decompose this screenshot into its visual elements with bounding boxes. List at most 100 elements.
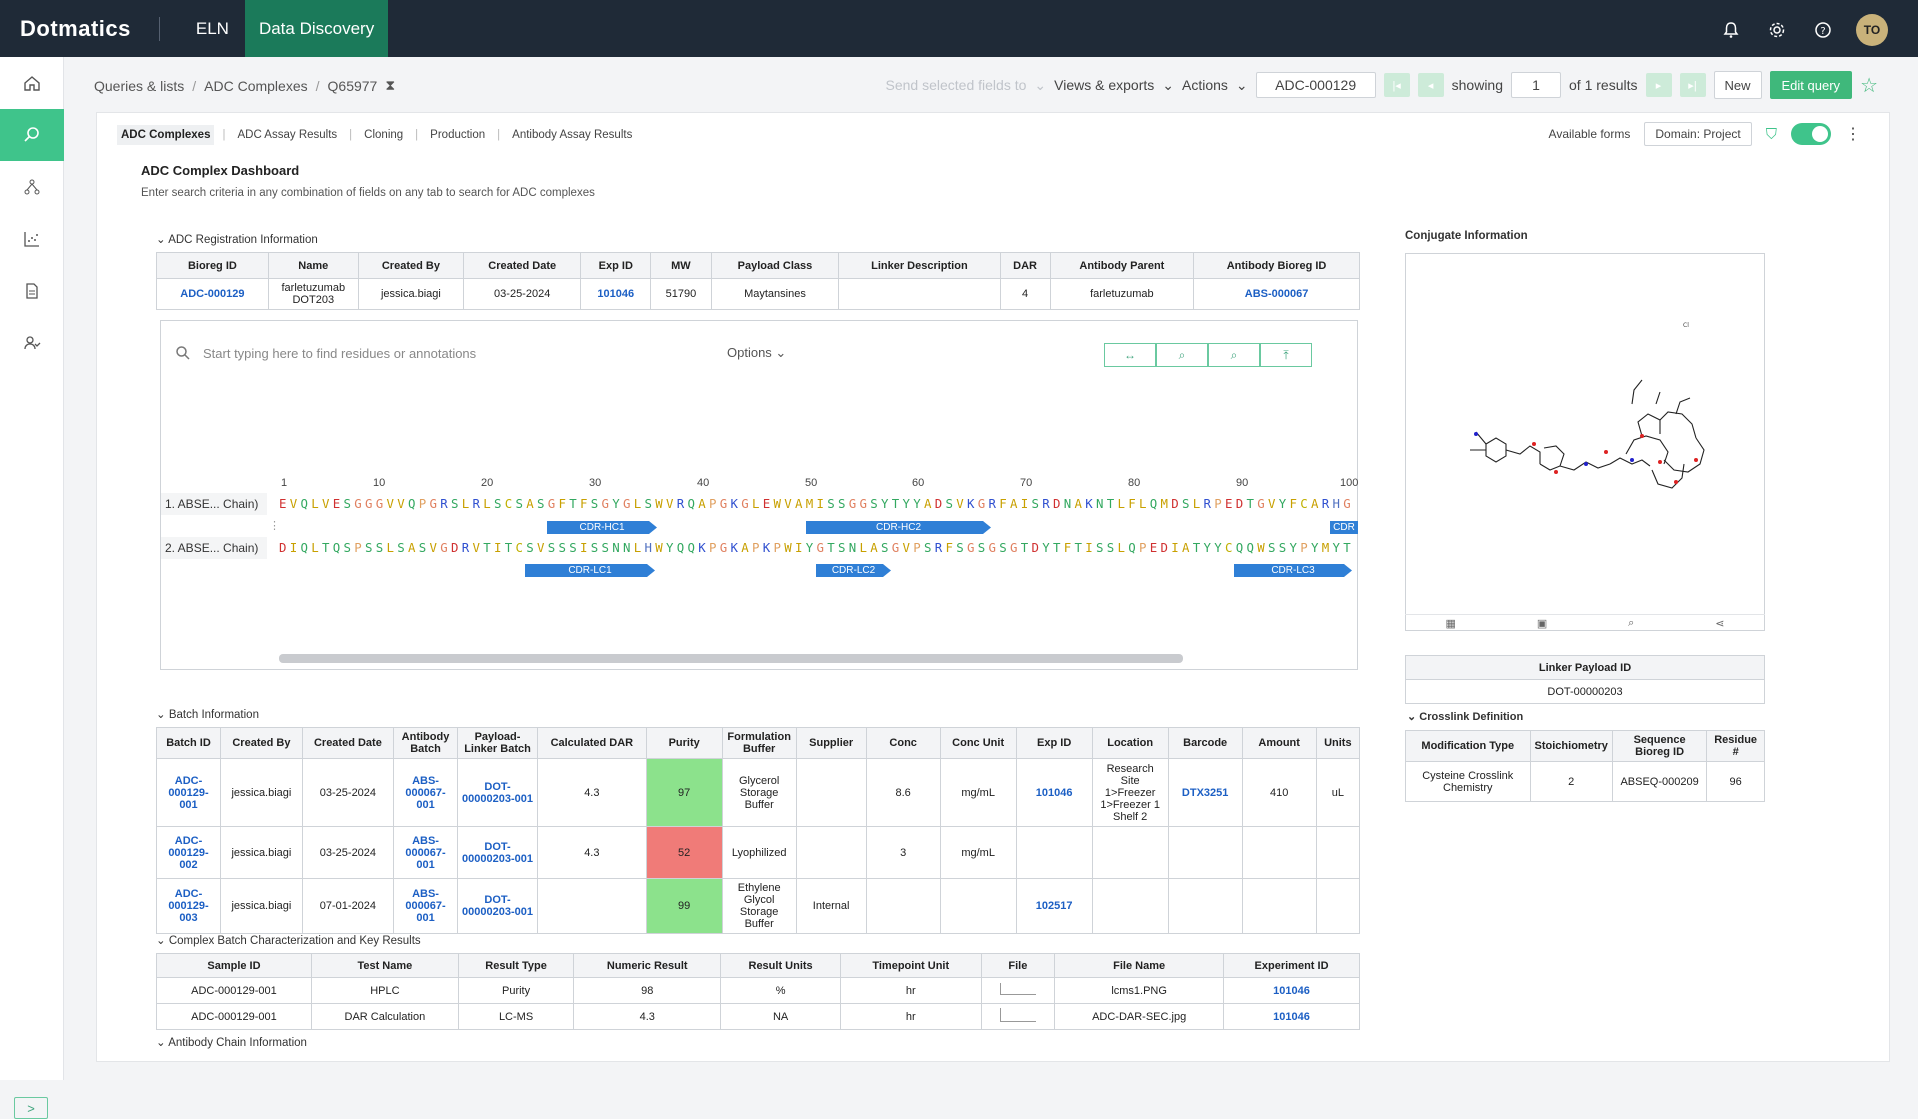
table-row: ADC-000129-001 jessica.biagi 03-25-2024 … (156, 758, 1361, 827)
home-icon[interactable] (0, 57, 64, 109)
search-icon[interactable] (0, 109, 64, 161)
antibody-batch-link[interactable]: ABS-000067-001 (393, 878, 459, 934)
chart-icon[interactable] (0, 213, 64, 265)
annotation-cdr-hc1[interactable]: CDR-HC1 (547, 521, 657, 534)
options-menu[interactable]: Options ⌄ (727, 345, 787, 360)
payload-batch-link[interactable]: DOT-00000203-001 (457, 826, 539, 879)
breadcrumb-queries[interactable]: Queries & lists (94, 77, 185, 94)
users-icon[interactable] (0, 317, 64, 369)
more-options-icon[interactable]: ⋮ (1845, 126, 1861, 143)
ruler-tick: 1 (281, 477, 288, 489)
sub-toolbar: Queries & lists / ADC Complexes / Q65977… (64, 57, 1918, 115)
help-icon[interactable]: ? (1810, 17, 1836, 43)
experiment-id-link[interactable]: 101046 (1223, 1003, 1360, 1030)
breadcrumb-adc-complexes[interactable]: ADC Complexes (204, 77, 308, 94)
domain-button[interactable]: Domain: Project (1644, 122, 1752, 146)
edit-query-button[interactable]: Edit query (1769, 71, 1853, 99)
form-toggle[interactable] (1791, 123, 1831, 145)
page-input[interactable]: 1 (1511, 72, 1562, 98)
zoom-in-icon[interactable]: ⌕ (1156, 343, 1208, 367)
file-thumbnail[interactable] (980, 977, 1056, 1004)
record-id-field[interactable]: ADC-000129 (1255, 72, 1376, 98)
user-avatar[interactable]: TO (1856, 14, 1888, 46)
export-icon[interactable]: ⤒ (1260, 343, 1312, 367)
antibody-batch-link[interactable]: ABS-000067-001 (393, 758, 459, 827)
filter-icon[interactable]: ⛉ (1765, 125, 1777, 143)
bioreg-id-link[interactable]: ADC-000129 (156, 278, 269, 310)
prev-record-icon[interactable]: ◂ (1417, 73, 1444, 97)
annotation-cdr-hc2[interactable]: CDR-HC2 (806, 521, 991, 534)
sequence-search-input[interactable]: Start typing here to find residues or an… (203, 345, 477, 361)
annotation-cdr-lc2[interactable]: CDR-LC2 (816, 564, 891, 577)
batch-heading[interactable]: ⌄ Batch Information (156, 709, 259, 721)
antibody-chain-heading[interactable]: ⌄ Antibody Chain Information (156, 1037, 307, 1049)
new-button[interactable]: New (1713, 71, 1762, 99)
zoom-icon[interactable]: ⌕ (1628, 617, 1635, 629)
batch-id-link[interactable]: ADC-000129-002 (156, 826, 221, 879)
exp-id-link[interactable]: 102517 (1015, 878, 1093, 934)
molecule-icon[interactable] (0, 161, 64, 213)
tab-cloning[interactable]: Cloning (364, 129, 404, 141)
antibody-batch-link[interactable]: ABS-000067-001 (393, 826, 459, 879)
last-record-icon[interactable]: ▸| (1679, 73, 1706, 97)
tab-adc-assay-results[interactable]: ADC Assay Results (237, 129, 338, 141)
ruler-tick: 50 (805, 477, 818, 489)
star-icon[interactable]: ☆ (1860, 74, 1878, 97)
nav-data-discovery[interactable]: Data Discovery (244, 0, 389, 57)
available-forms-menu[interactable]: Available forms (1548, 127, 1631, 141)
sequence-search[interactable]: Start typing here to find residues or an… (175, 339, 645, 367)
annotation-cdr-lc1[interactable]: CDR-LC1 (525, 564, 655, 577)
first-record-icon[interactable]: |◂ (1383, 73, 1410, 97)
horizontal-scrollbar[interactable] (279, 654, 1183, 663)
drag-handle-icon[interactable]: ⋮ (269, 520, 280, 532)
crosslink-heading[interactable]: ⌄ Crosslink Definition (1407, 711, 1524, 723)
exp-id-link[interactable]: 101046 (1015, 758, 1093, 827)
tab-production[interactable]: Production (430, 129, 486, 141)
exp-id-link[interactable]: 101046 (580, 278, 652, 310)
tab-adc-complexes[interactable]: ADC Complexes (117, 125, 215, 145)
annotation-cdr-lc3[interactable]: CDR-LC3 (1234, 564, 1352, 577)
share-icon[interactable]: ⋖ (1715, 618, 1725, 630)
annotation-cdr-hc3[interactable]: CDR (1330, 521, 1358, 534)
image-icon[interactable]: ▣ (1536, 618, 1548, 630)
characterization-heading[interactable]: ⌄ Complex Batch Characterization and Key… (156, 935, 421, 947)
send-fields-menu[interactable]: Send selected fields to (885, 77, 1027, 93)
batch-id-link[interactable]: ADC-000129-003 (156, 878, 221, 934)
next-record-icon[interactable]: ▸ (1645, 73, 1672, 97)
purity-cell: 99 (645, 878, 723, 934)
chevron-down-icon: ⌄ (1162, 76, 1174, 93)
table-icon[interactable]: ▦ (1445, 618, 1456, 630)
zoom-out-icon[interactable]: ⌕ (1208, 343, 1260, 367)
tab-antibody-assay-results[interactable]: Antibody Assay Results (512, 129, 633, 141)
payload-batch-link[interactable]: DOT-00000203-001 (457, 878, 539, 934)
document-icon[interactable] (0, 265, 64, 317)
registration-heading[interactable]: ⌄ ADC Registration Information (156, 234, 318, 246)
nav-eln[interactable]: ELN (195, 18, 229, 38)
gear-icon[interactable] (1764, 17, 1790, 43)
app-logo[interactable]: Dotmatics (20, 15, 131, 41)
molecule-structure[interactable]: Cl (1405, 253, 1765, 631)
experiment-id-link[interactable]: 101046 (1223, 977, 1360, 1004)
table-row: ADC-000129-002 jessica.biagi 03-25-2024 … (156, 826, 1361, 879)
actions-menu[interactable]: Actions (1181, 77, 1228, 93)
conjugate-heading: Conjugate Information (1405, 230, 1528, 242)
barcode-link[interactable]: DTX3251 (1167, 758, 1243, 827)
ruler-tick: 20 (481, 477, 494, 489)
fit-width-icon[interactable]: ↔ (1104, 343, 1156, 367)
views-exports-menu[interactable]: Views & exports (1054, 77, 1155, 93)
chain-label-2[interactable]: 2. ABSE... Chain) (161, 537, 267, 559)
antibody-bioreg-link[interactable]: ABS-000067 (1193, 278, 1360, 310)
payload-batch-link[interactable]: DOT-00000203-001 (457, 758, 539, 827)
table-header-row: Bioreg ID Name Created By Created Date E… (156, 252, 1360, 279)
chain-label-1[interactable]: 1. ABSE... Chain) (161, 493, 267, 515)
ruler-tick: 90 (1236, 477, 1249, 489)
file-thumbnail[interactable] (980, 1003, 1056, 1030)
bell-icon[interactable] (1718, 17, 1744, 43)
breadcrumb-query[interactable]: Q65977 (327, 77, 378, 94)
ruler-tick: 80 (1128, 477, 1141, 489)
batch-id-link[interactable]: ADC-000129-001 (156, 758, 221, 827)
expand-sidebar-button[interactable]: > (14, 1097, 48, 1119)
chevron-down-icon: ⌄ (1034, 76, 1047, 93)
